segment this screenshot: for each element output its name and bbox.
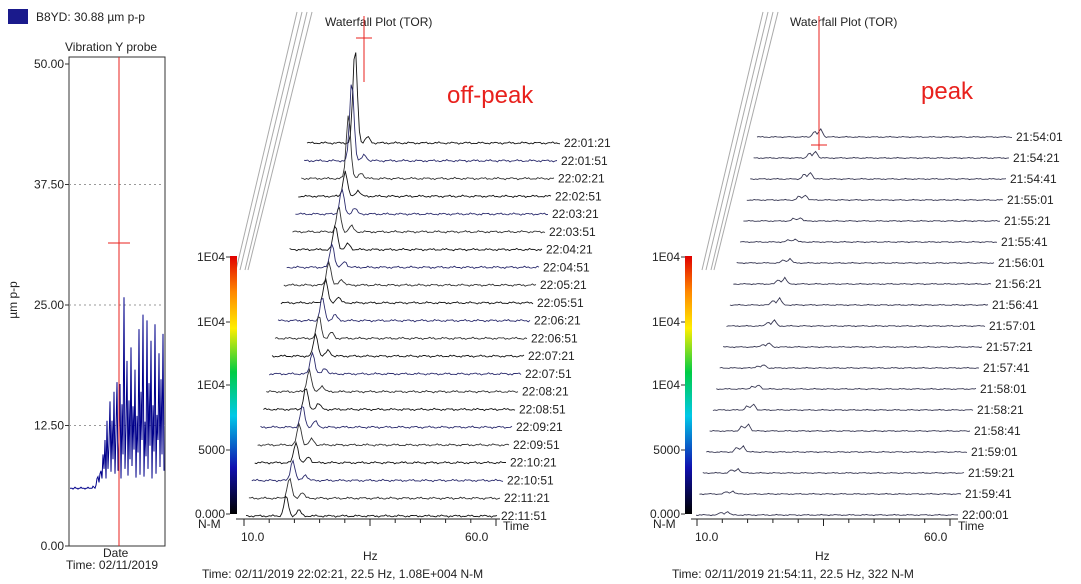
waterfall-y-tick-label: 1E04 (652, 250, 680, 264)
waterfall-time-label: 21:58:21 (977, 403, 1024, 417)
waterfall-y-ticks: 1E04 1E04 1E04 5000 0.000 (650, 250, 685, 521)
waterfall-trace-line (716, 385, 976, 389)
waterfall-trace-line (757, 129, 1012, 138)
waterfall-trace-line (720, 365, 979, 369)
waterfall-time-label: 21:59:41 (965, 487, 1012, 501)
waterfall-perspective-lines (702, 12, 778, 270)
waterfall-trace-line (733, 277, 991, 284)
waterfall-time-label: 21:59:01 (971, 445, 1018, 459)
waterfall-time-label: 21:58:01 (980, 382, 1027, 396)
waterfall-trace-line (699, 491, 961, 495)
waterfall-trace-line (743, 218, 1000, 222)
waterfall-time-label: 21:54:41 (1010, 172, 1057, 186)
waterfall-trace-line (696, 512, 958, 516)
waterfall-time-label: 21:55:41 (1001, 235, 1048, 249)
waterfall-time-label: 21:55:21 (1004, 214, 1051, 228)
waterfall-time-label: 21:59:21 (968, 466, 1015, 480)
waterfall-trace-line (713, 404, 973, 410)
waterfall-time-label: 21:56:01 (998, 256, 1045, 270)
waterfall-title: Waterfall Plot (TOR) (790, 15, 897, 29)
waterfall-y-tick-label: 1E04 (652, 315, 680, 329)
waterfall-trace-line (754, 152, 1009, 159)
waterfall-trace-line (706, 446, 967, 453)
waterfall-x-axis-label: Hz (815, 549, 830, 563)
waterfall-time-label: 21:57:41 (983, 361, 1030, 375)
waterfall-time-label: 21:57:21 (986, 340, 1033, 354)
waterfall-status-readout: Time: 02/11/2019 21:54:11, 22.5 Hz, 322 … (672, 567, 914, 581)
waterfall-time-label: 21:54:21 (1013, 151, 1060, 165)
waterfall-time-label: 21:56:21 (995, 277, 1042, 291)
waterfall-y-tick-label: 1E04 (652, 378, 680, 392)
waterfall-y-unit: N-M (653, 517, 676, 531)
waterfall-time-label: 21:56:41 (992, 298, 1039, 312)
waterfall-time-label: 21:54:01 (1016, 130, 1063, 144)
waterfall-trace-line (730, 298, 988, 306)
waterfall-trace-line (727, 320, 986, 327)
waterfall-y-tick-label: 5000 (653, 443, 680, 457)
waterfall-trace-line (750, 173, 1006, 180)
waterfall-z-axis-label: Time (958, 519, 985, 533)
waterfall-trace-line (710, 424, 970, 432)
waterfall-time-label: 21:55:01 (1007, 193, 1054, 207)
waterfall-trace-line (737, 258, 994, 263)
color-scale-bar (685, 256, 692, 514)
waterfall-trace-line (747, 195, 1003, 200)
waterfall-time-label: 21:57:01 (989, 319, 1036, 333)
waterfall-time-label: 21:58:41 (974, 424, 1021, 438)
waterfall-x-ticks (697, 519, 950, 526)
waterfall-trace-line (740, 239, 997, 243)
waterfall-traces (696, 129, 1012, 516)
waterfall-x-tick-label: 10.0 (695, 530, 719, 544)
waterfall-trace-line (723, 343, 982, 348)
waterfall-trace-line (703, 469, 964, 474)
waterfall-x-tick-label: 60.0 (924, 530, 948, 544)
waterfall-annotation: peak (921, 78, 974, 105)
